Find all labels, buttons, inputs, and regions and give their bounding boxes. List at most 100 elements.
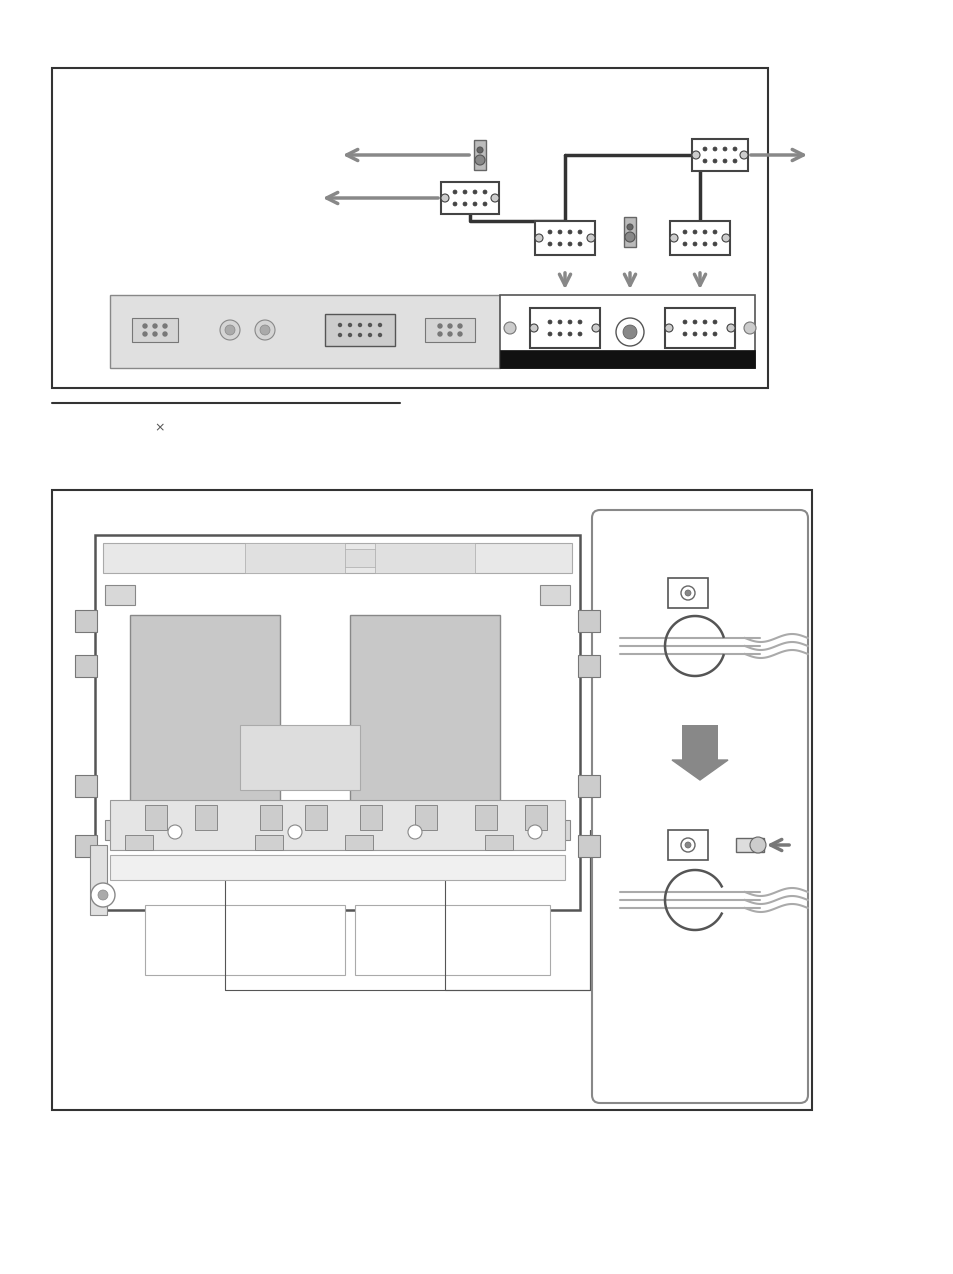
Circle shape — [368, 334, 371, 336]
Text: CD OC DO: CD OC DO — [317, 553, 356, 563]
Circle shape — [378, 334, 381, 336]
Circle shape — [682, 231, 686, 234]
Bar — [90, 845, 107, 915]
Circle shape — [482, 203, 486, 206]
Circle shape — [702, 159, 706, 163]
Circle shape — [624, 232, 635, 242]
Bar — [125, 834, 152, 850]
Circle shape — [220, 320, 240, 340]
Circle shape — [692, 320, 697, 324]
Circle shape — [453, 203, 456, 206]
Text: ×: × — [154, 422, 165, 434]
Circle shape — [547, 242, 552, 246]
Polygon shape — [671, 761, 727, 780]
Circle shape — [163, 324, 167, 327]
Circle shape — [682, 320, 686, 324]
Bar — [110, 855, 564, 880]
Bar — [499, 296, 754, 368]
Bar — [75, 610, 97, 632]
Circle shape — [338, 324, 341, 326]
Circle shape — [358, 324, 361, 326]
Circle shape — [682, 333, 686, 336]
Circle shape — [712, 147, 717, 152]
Bar — [254, 834, 283, 850]
Circle shape — [152, 324, 157, 327]
Bar — [499, 350, 754, 368]
Bar — [75, 775, 97, 798]
Bar — [245, 543, 345, 573]
Bar — [735, 838, 763, 852]
Bar — [440, 182, 498, 214]
Bar — [530, 308, 599, 348]
Bar — [145, 905, 345, 975]
Bar — [667, 578, 707, 608]
Circle shape — [437, 324, 441, 327]
Bar — [325, 313, 395, 347]
Bar — [132, 318, 178, 341]
Circle shape — [462, 190, 467, 194]
Bar — [345, 834, 373, 850]
Circle shape — [254, 320, 274, 340]
Circle shape — [702, 320, 706, 324]
Circle shape — [457, 324, 461, 327]
Bar — [623, 217, 636, 247]
Bar — [475, 805, 497, 829]
Bar — [578, 775, 599, 798]
Bar — [110, 800, 564, 850]
Circle shape — [547, 320, 552, 324]
Circle shape — [491, 194, 498, 203]
Circle shape — [448, 324, 452, 327]
Circle shape — [712, 320, 717, 324]
Circle shape — [692, 231, 697, 234]
Bar — [539, 585, 569, 605]
Circle shape — [586, 234, 595, 242]
Bar — [664, 308, 734, 348]
Circle shape — [358, 334, 361, 336]
Circle shape — [567, 242, 572, 246]
Circle shape — [592, 324, 599, 333]
Circle shape — [702, 147, 706, 152]
Circle shape — [440, 194, 449, 203]
Bar — [578, 655, 599, 676]
Bar — [415, 805, 436, 829]
Circle shape — [616, 318, 643, 347]
Bar — [484, 834, 513, 850]
Circle shape — [626, 224, 633, 231]
Circle shape — [712, 159, 717, 163]
Circle shape — [721, 234, 729, 242]
Bar — [103, 543, 572, 573]
Bar — [110, 296, 499, 368]
Circle shape — [732, 147, 737, 152]
Bar — [355, 905, 550, 975]
Circle shape — [578, 333, 581, 336]
Circle shape — [288, 826, 302, 840]
Circle shape — [669, 234, 678, 242]
Circle shape — [260, 325, 270, 335]
Bar — [535, 220, 595, 255]
Circle shape — [680, 838, 695, 852]
Bar — [681, 725, 718, 761]
Bar — [260, 805, 282, 829]
Circle shape — [578, 231, 581, 234]
Circle shape — [91, 883, 115, 907]
Bar — [52, 490, 811, 1110]
Circle shape — [558, 333, 561, 336]
Bar — [130, 615, 280, 826]
Bar — [52, 68, 767, 389]
Circle shape — [143, 324, 147, 327]
Circle shape — [348, 324, 351, 326]
Bar — [240, 725, 359, 790]
Circle shape — [143, 333, 147, 336]
Bar — [359, 805, 381, 829]
Circle shape — [722, 159, 726, 163]
Bar — [578, 834, 599, 857]
Bar — [375, 543, 475, 573]
Circle shape — [712, 242, 717, 246]
Bar — [667, 829, 707, 860]
Bar — [474, 140, 485, 169]
Circle shape — [437, 333, 441, 336]
Circle shape — [473, 190, 476, 194]
Circle shape — [348, 334, 351, 336]
Circle shape — [722, 147, 726, 152]
Bar — [95, 535, 579, 910]
